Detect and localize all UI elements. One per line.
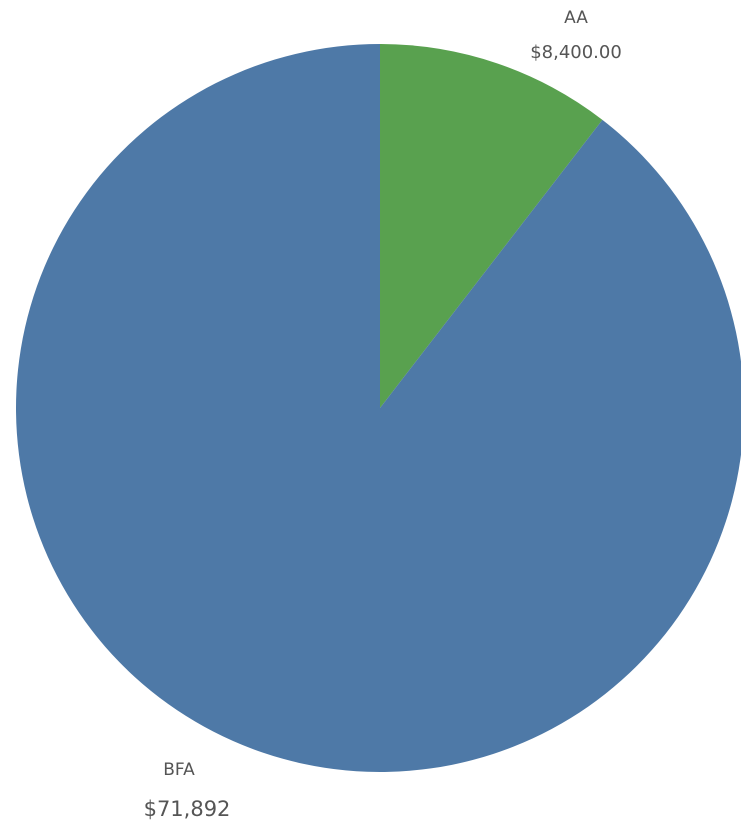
slice-label-aa: AA $8,400.00	[530, 8, 622, 63]
pie-slice-aa[interactable]	[380, 44, 603, 408]
slice-value-bfa: $71,892	[144, 797, 231, 821]
slice-name-aa: AA	[564, 8, 588, 28]
pie-slice-bfa[interactable]	[15, 44, 741, 772]
slice-label-bfa: BFA $71,892	[144, 760, 231, 821]
slice-name-bfa: BFA	[163, 760, 195, 780]
slice-value-aa: $8,400.00	[530, 42, 622, 63]
pie-slices	[15, 44, 741, 772]
